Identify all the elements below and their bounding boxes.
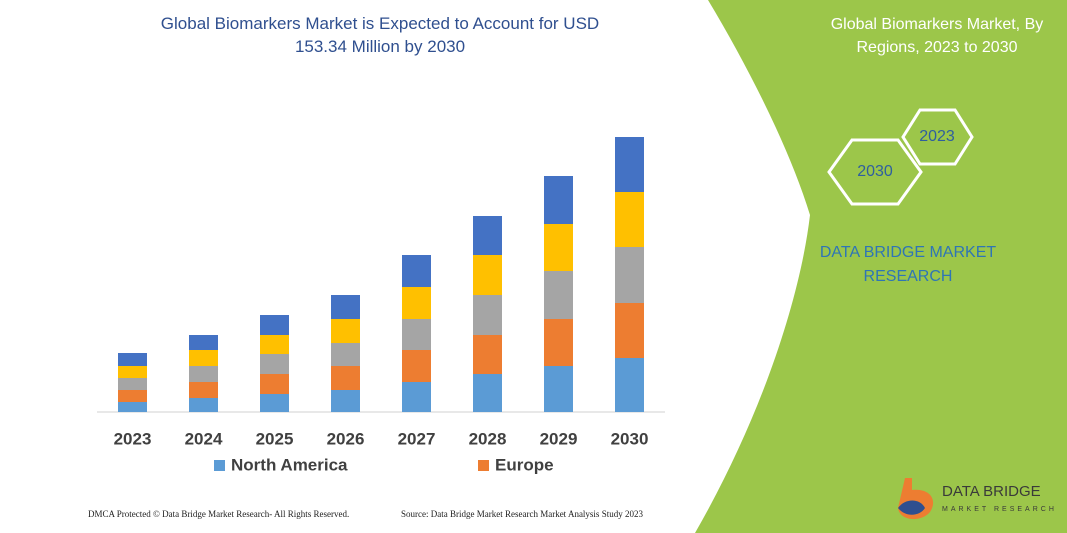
panel-title-line: Global Biomarkers Market, By Regions, 202… bbox=[831, 16, 1044, 56]
x-tick-label: 2027 bbox=[398, 429, 436, 448]
bar-segment bbox=[260, 354, 289, 374]
bar-segment bbox=[544, 271, 573, 319]
bar-segment bbox=[331, 343, 360, 366]
bar-segment bbox=[615, 192, 644, 247]
x-tick-label: 2028 bbox=[469, 429, 507, 448]
chart-title-line: Global Biomarkers Market is Expected to … bbox=[161, 14, 599, 56]
bar-segment bbox=[544, 366, 573, 412]
bar-segment bbox=[402, 287, 431, 319]
legend-swatch bbox=[214, 460, 225, 471]
bar-segment bbox=[331, 319, 360, 343]
bar-segment bbox=[473, 295, 502, 335]
panel-brand-line: DATA BRIDGE MARKET RESEARCH bbox=[820, 244, 997, 285]
bar-segment bbox=[544, 224, 573, 271]
bar-segment bbox=[473, 216, 502, 255]
x-tick-label: 2029 bbox=[540, 429, 578, 448]
bar-segment bbox=[615, 303, 644, 358]
bar-segment bbox=[544, 176, 573, 224]
hex-label: 2023 bbox=[919, 128, 955, 145]
bar-segment bbox=[189, 366, 218, 382]
bar-segment bbox=[118, 390, 147, 402]
logo-mark bbox=[898, 500, 925, 515]
bar-segment bbox=[331, 295, 360, 319]
bar-segment bbox=[473, 374, 502, 412]
bar-segment bbox=[331, 390, 360, 412]
x-tick-label: 2030 bbox=[611, 429, 649, 448]
panel-title: Global Biomarkers Market, By bbox=[831, 16, 1044, 33]
bar-segment bbox=[473, 335, 502, 374]
legend-label: Europe bbox=[495, 455, 554, 474]
logo-name: DATA BRIDGE bbox=[942, 483, 1041, 500]
text-continuation: Regions, 2023 to 2030 bbox=[856, 39, 1017, 56]
footer-source: Source: Data Bridge Market Research Mark… bbox=[401, 509, 643, 519]
bar-segment bbox=[402, 382, 431, 412]
legend-label: North America bbox=[231, 455, 348, 474]
bar-segment bbox=[544, 319, 573, 366]
bar-segment bbox=[615, 137, 644, 192]
legend-swatch bbox=[478, 460, 489, 471]
bar-segment bbox=[189, 350, 218, 366]
hexagon bbox=[827, 138, 923, 206]
bar-segment bbox=[118, 378, 147, 390]
bar-segment bbox=[402, 319, 431, 350]
bar-segment bbox=[260, 374, 289, 394]
bar-segment bbox=[189, 382, 218, 398]
bar-segment bbox=[331, 366, 360, 390]
bar-segment bbox=[260, 394, 289, 412]
text-continuation: RESEARCH bbox=[864, 268, 953, 285]
footer-copyright: DMCA Protected © Data Bridge Market Rese… bbox=[88, 509, 349, 519]
x-tick-label: 2025 bbox=[256, 429, 294, 448]
bar-segment bbox=[260, 315, 289, 335]
panel-brand: DATA BRIDGE MARKET bbox=[820, 244, 997, 261]
side-panel bbox=[695, 0, 1067, 533]
hex-label: 2030 bbox=[857, 163, 893, 180]
bar-segment bbox=[402, 255, 431, 287]
hexagon bbox=[901, 108, 974, 166]
x-tick-label: 2023 bbox=[114, 429, 152, 448]
chart-title: Global Biomarkers Market is Expected to … bbox=[161, 14, 599, 33]
bar-segment bbox=[118, 402, 147, 412]
bar-segment bbox=[615, 358, 644, 412]
logo-tagline: MARKET RESEARCH bbox=[942, 506, 1057, 513]
bar-segment bbox=[615, 247, 644, 303]
bar-segment bbox=[118, 366, 147, 378]
bar-segment bbox=[118, 353, 147, 366]
bar-segment bbox=[189, 398, 218, 412]
plot: 2023 2024 2025 2026 2027 2028 2029 2030 North Am… bbox=[114, 137, 649, 474]
bar-segment bbox=[189, 335, 218, 350]
text-continuation: 153.34 Million by 2030 bbox=[295, 37, 465, 56]
bar-segment bbox=[402, 350, 431, 382]
x-tick-label: 2026 bbox=[327, 429, 365, 448]
x-tick-label: 2024 bbox=[185, 429, 223, 448]
bar-segment bbox=[473, 255, 502, 295]
bar-segment bbox=[260, 335, 289, 354]
